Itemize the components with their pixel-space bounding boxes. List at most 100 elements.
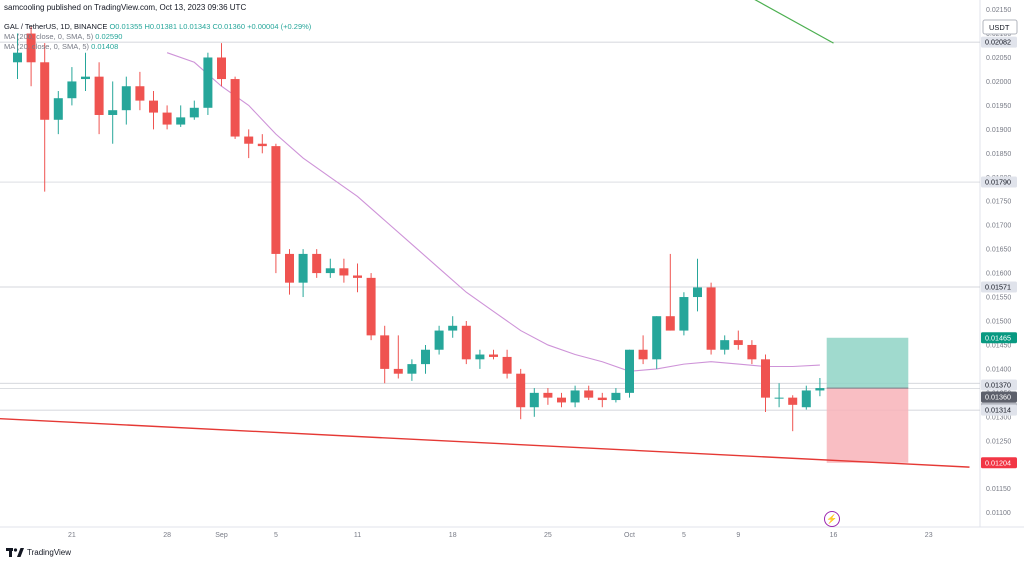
price-label-text: 0.01360 bbox=[985, 393, 1011, 402]
ohlc-values: O0.01355 H0.01381 L0.01343 C0.01360 +0.0… bbox=[109, 22, 312, 31]
candle bbox=[298, 249, 308, 298]
candle bbox=[475, 349, 485, 369]
y-tick-label: 0.01700 bbox=[986, 223, 1011, 230]
events-bolt-icon[interactable]: ⚡ bbox=[824, 511, 840, 527]
candle bbox=[625, 349, 634, 398]
price-label-text: 0.01204 bbox=[985, 458, 1011, 467]
x-tick-label: 5 bbox=[682, 532, 686, 539]
candle-body bbox=[543, 392, 553, 398]
ma20-value: 0.01408 bbox=[91, 42, 119, 51]
candle bbox=[81, 52, 90, 92]
x-tick-label: 21 bbox=[68, 532, 76, 539]
candle-body bbox=[679, 297, 689, 331]
candle bbox=[461, 320, 471, 365]
candle-body bbox=[625, 349, 634, 393]
symbol-title[interactable]: GAL / TetherUS, 1D, BINANCE bbox=[4, 22, 108, 31]
tradingview-logo[interactable]: TradingView bbox=[6, 548, 71, 557]
candle-body bbox=[489, 354, 498, 357]
ma200-value: 0.02590 bbox=[95, 32, 123, 41]
candle bbox=[421, 344, 430, 374]
candle bbox=[189, 100, 199, 120]
y-tick-label: 0.02000 bbox=[986, 79, 1011, 86]
candle bbox=[121, 76, 131, 125]
ma20-legend[interactable]: MA (20, close, 0, SMA, 5) 0.01408 bbox=[4, 42, 118, 51]
candle-body bbox=[434, 330, 444, 350]
price-label-box bbox=[981, 404, 1017, 416]
price-label-box bbox=[981, 176, 1017, 188]
candle bbox=[570, 385, 580, 408]
candle bbox=[26, 26, 36, 87]
symbol-legend[interactable]: GAL / TetherUS, 1D, BINANCE O0.01355 H0.… bbox=[4, 22, 311, 31]
candle bbox=[244, 129, 254, 159]
candle bbox=[543, 388, 553, 405]
candle-body bbox=[557, 397, 566, 403]
candle-body bbox=[693, 287, 702, 298]
candle-body bbox=[176, 117, 186, 125]
candle bbox=[108, 81, 118, 144]
candle bbox=[339, 258, 349, 283]
candle-body bbox=[638, 349, 648, 360]
price-label-text: 0.01790 bbox=[985, 178, 1011, 187]
y-tick-label: 0.02100 bbox=[986, 31, 1011, 38]
candle bbox=[597, 392, 607, 408]
candle bbox=[448, 316, 458, 338]
price-label-box bbox=[981, 391, 1017, 403]
y-tick-label: 0.01550 bbox=[986, 295, 1011, 302]
ma200-legend[interactable]: MA (200, close, 0, SMA, 5) 0.02590 bbox=[4, 32, 122, 41]
candle-body bbox=[325, 268, 335, 274]
candle bbox=[176, 105, 186, 127]
y-tick-label: 0.01900 bbox=[986, 127, 1011, 134]
x-tick-label: Sep bbox=[215, 532, 228, 539]
candle bbox=[13, 33, 22, 80]
candle-body bbox=[189, 107, 199, 118]
candle-body bbox=[353, 275, 362, 278]
candle bbox=[271, 143, 281, 274]
price-label-box bbox=[981, 379, 1017, 391]
candle bbox=[407, 359, 417, 381]
candle-body bbox=[461, 325, 471, 360]
candle-body bbox=[611, 392, 621, 401]
candle bbox=[502, 349, 512, 379]
candle-body bbox=[407, 364, 417, 374]
candle bbox=[706, 282, 716, 355]
y-tick-label: 0.01850 bbox=[986, 151, 1011, 158]
y-tick-label: 0.02150 bbox=[986, 7, 1011, 14]
candle-body bbox=[285, 253, 294, 283]
candle bbox=[353, 263, 362, 293]
price-label-box bbox=[981, 36, 1017, 48]
price-label-text: 0.02082 bbox=[985, 38, 1011, 47]
y-tick-label: 0.01450 bbox=[986, 342, 1011, 349]
candle-body bbox=[801, 390, 811, 408]
candle-body bbox=[81, 76, 90, 80]
candle-body bbox=[706, 287, 716, 350]
candle bbox=[557, 392, 566, 408]
candle-body bbox=[597, 397, 607, 401]
x-tick-label: Oct bbox=[624, 532, 635, 539]
candle bbox=[149, 91, 158, 130]
price-label-box bbox=[981, 332, 1017, 344]
y-tick-label: 0.01250 bbox=[986, 438, 1011, 445]
candle bbox=[679, 292, 689, 336]
candle bbox=[529, 388, 539, 417]
candle-body bbox=[13, 52, 22, 63]
candle bbox=[720, 335, 730, 355]
candle-body bbox=[67, 81, 77, 99]
publisher-line: samcooling published on TradingView.com,… bbox=[4, 3, 247, 12]
candle-body bbox=[203, 57, 213, 108]
candle bbox=[489, 349, 498, 360]
candle bbox=[434, 325, 444, 355]
candle bbox=[747, 340, 757, 365]
candle-body bbox=[271, 146, 281, 254]
candle bbox=[135, 71, 145, 111]
candle-body bbox=[108, 110, 118, 115]
candle-body bbox=[94, 76, 104, 115]
ma20-line bbox=[166, 52, 820, 372]
price-label-text: 0.01571 bbox=[985, 282, 1011, 291]
candle-body bbox=[230, 79, 240, 137]
candle-body bbox=[720, 340, 730, 350]
x-tick-label: 16 bbox=[830, 532, 838, 539]
support-trendline bbox=[0, 417, 970, 468]
candle-body bbox=[761, 359, 770, 398]
candle bbox=[162, 105, 172, 130]
